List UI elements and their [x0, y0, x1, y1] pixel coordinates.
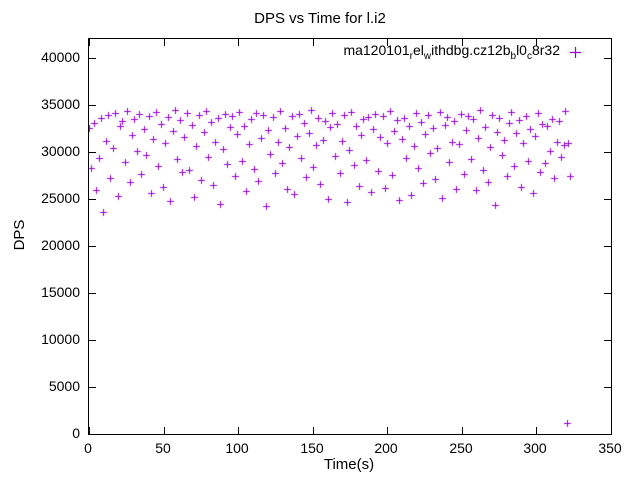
y-tick-mark-right	[604, 152, 611, 153]
y-tick-mark-right	[604, 199, 611, 200]
y-tick-label: 20000	[41, 237, 80, 253]
y-tick-label: 10000	[41, 331, 80, 347]
y-tick-mark	[89, 387, 96, 388]
x-tick-mark-top	[611, 39, 612, 46]
x-tick-mark	[238, 427, 239, 434]
legend-label-subscript: w	[423, 51, 432, 62]
y-tick-mark	[89, 152, 96, 153]
x-tick-label: 350	[598, 440, 622, 456]
x-tick-label: 250	[449, 440, 473, 456]
x-tick-mark-top	[313, 39, 314, 46]
y-tick-mark-right	[604, 246, 611, 247]
plot-area	[88, 38, 612, 435]
y-tick-label: 0	[72, 425, 80, 441]
y-tick-mark-right	[604, 293, 611, 294]
x-tick-mark-top	[238, 39, 239, 46]
x-tick-label: 0	[84, 440, 92, 456]
x-tick-mark	[536, 427, 537, 434]
x-tick-mark	[164, 427, 165, 434]
y-tick-mark-right	[604, 105, 611, 106]
x-tick-label: 200	[374, 440, 398, 456]
x-tick-mark	[89, 427, 90, 434]
x-tick-mark	[313, 427, 314, 434]
y-tick-label: 25000	[41, 190, 80, 206]
y-tick-mark	[89, 58, 96, 59]
chart-title: DPS vs Time for l.i2	[254, 10, 386, 27]
y-tick-label: 40000	[41, 49, 80, 65]
x-tick-mark	[387, 427, 388, 434]
y-tick-mark-right	[604, 434, 611, 435]
y-tick-mark	[89, 434, 96, 435]
y-tick-mark-right	[604, 340, 611, 341]
legend-label-text: l0	[516, 42, 527, 58]
y-tick-label: 5000	[48, 378, 80, 394]
x-tick-label: 300	[523, 440, 547, 456]
y-tick-label: 30000	[41, 143, 80, 159]
plus-marker-icon	[570, 46, 581, 58]
legend-label-text: ma120101	[343, 42, 410, 58]
y-tick-mark	[89, 293, 96, 294]
y-tick-mark-right	[604, 387, 611, 388]
legend-label-text: ithdbg.cz12b	[431, 42, 511, 58]
x-tick-label: 100	[225, 440, 249, 456]
x-axis-label: Time(s)	[323, 456, 375, 473]
legend-label-subscript: b	[510, 51, 517, 62]
x-tick-mark-top	[387, 39, 388, 46]
x-tick-label: 50	[155, 440, 171, 456]
legend-label-text: 8r32	[531, 42, 560, 58]
y-tick-mark-right	[604, 58, 611, 59]
legend: ma120101relwithdbg.cz12bbl0c8r32	[343, 42, 582, 62]
legend-series-label: ma120101relwithdbg.cz12bbl0c8r32	[343, 42, 560, 62]
y-tick-label: 15000	[41, 284, 80, 300]
scatter-canvas	[89, 39, 611, 434]
x-tick-mark	[611, 427, 612, 434]
x-tick-mark-top	[89, 39, 90, 46]
legend-label-text: el	[412, 42, 424, 58]
x-tick-label: 150	[300, 440, 324, 456]
y-tick-mark	[89, 199, 96, 200]
x-tick-mark	[462, 427, 463, 434]
x-tick-mark-top	[536, 39, 537, 46]
legend-label-subscript: c	[526, 51, 532, 62]
y-tick-mark	[89, 246, 96, 247]
legend-label-subscript: r	[409, 51, 413, 62]
x-tick-mark-top	[164, 39, 165, 46]
y-tick-label: 35000	[41, 96, 80, 112]
y-tick-mark	[89, 105, 96, 106]
x-tick-mark-top	[462, 39, 463, 46]
y-tick-mark	[89, 340, 96, 341]
